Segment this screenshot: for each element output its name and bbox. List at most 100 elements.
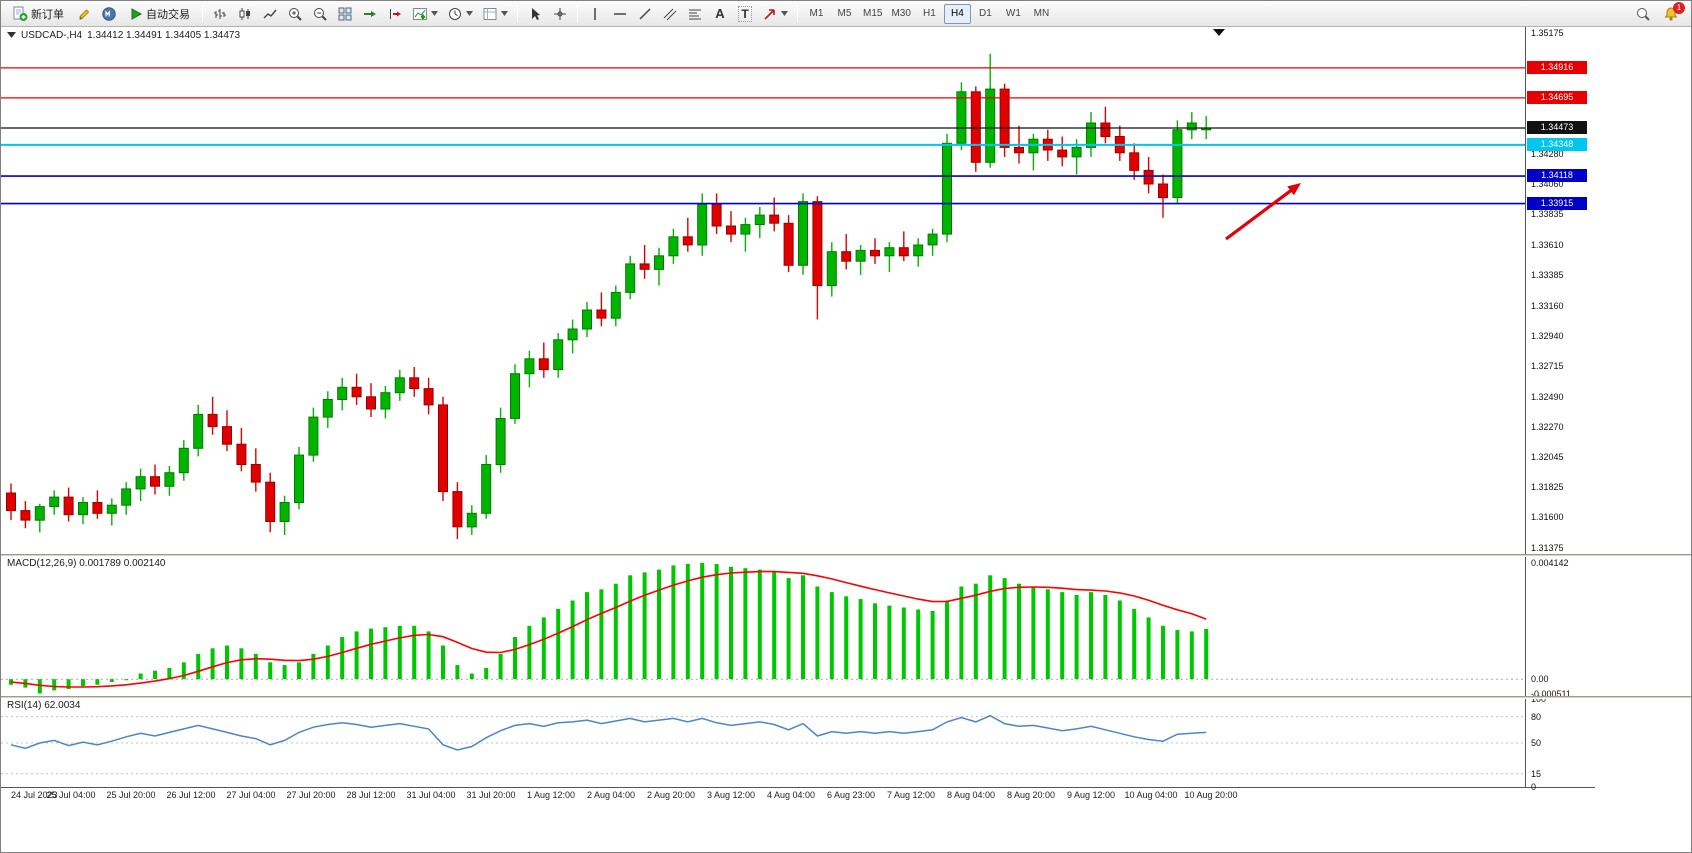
toolbar-separator xyxy=(797,5,798,22)
chart-shift-icon xyxy=(390,8,401,19)
vertical-line-button[interactable] xyxy=(583,3,607,25)
zoom-in-icon xyxy=(289,7,302,21)
time-axis-label: 8 Aug 04:00 xyxy=(946,790,996,800)
price-axis-label: 1.33610 xyxy=(1531,240,1564,250)
timeframe-h1-button[interactable]: H1 xyxy=(916,4,943,24)
horizontal-line-button[interactable] xyxy=(608,3,632,25)
dropdown-caret-icon xyxy=(781,11,788,16)
crosshair-icon xyxy=(554,7,566,20)
time-axis-label: 4 Aug 04:00 xyxy=(766,790,816,800)
trendline-button[interactable] xyxy=(633,3,657,25)
price-axis-label: 1.31375 xyxy=(1531,543,1564,553)
new-order-button[interactable]: 新订单 xyxy=(5,3,71,25)
ohlc-values: 1.34412 1.34491 1.34405 1.34473 xyxy=(87,30,241,41)
line-chart-icon xyxy=(263,9,277,18)
macd-panel-canvas[interactable] xyxy=(1,557,1525,696)
timeframe-h4-button[interactable]: H4 xyxy=(943,3,971,24)
rsi-panel-canvas[interactable] xyxy=(1,699,1525,787)
arrows-button[interactable] xyxy=(758,3,792,25)
time-axis-label: 9 Aug 12:00 xyxy=(1066,790,1116,800)
text-button[interactable]: A xyxy=(708,3,732,25)
bars-chart-button[interactable] xyxy=(208,3,232,25)
new-order-label: 新订单 xyxy=(31,8,64,21)
symbol-period-label: USDCAD-,H4 xyxy=(21,30,83,41)
macd-axis-label: 0.00 xyxy=(1531,674,1549,684)
price-axis-label: 1.32940 xyxy=(1531,331,1564,341)
mql5-community-button[interactable] xyxy=(97,3,121,25)
price-badge: 1.33915 xyxy=(1527,197,1587,210)
timeframe-mn-button[interactable]: MN xyxy=(1028,4,1055,24)
price-badge: 1.34118 xyxy=(1527,169,1587,182)
equidistant-channel-button[interactable] xyxy=(658,3,682,25)
auto-scroll-button[interactable] xyxy=(358,3,382,25)
fibonacci-icon xyxy=(689,9,701,19)
price-axis[interactable]: 1.35175 1.34280 1.34060 1.33835 1.33610 1.333… xyxy=(1527,27,1687,807)
timeframe-d1-button[interactable]: D1 xyxy=(972,4,999,24)
arrows-icon xyxy=(764,8,775,20)
time-axis-label: 1 Aug 12:00 xyxy=(526,790,576,800)
price-axis-label: 1.32270 xyxy=(1531,422,1564,432)
rsi-axis-label: 50 xyxy=(1531,738,1542,748)
timeframe-m5-button[interactable]: M5 xyxy=(831,4,858,24)
price-axis-label: 1.32045 xyxy=(1531,452,1564,462)
time-axis-label: 2 Aug 04:00 xyxy=(586,790,636,800)
indicators-icon xyxy=(413,7,427,20)
price-axis-label: 1.31825 xyxy=(1531,482,1564,492)
time-axis-label: 10 Aug 04:00 xyxy=(1124,790,1178,800)
fibonacci-button[interactable] xyxy=(683,3,707,25)
panel-divider[interactable] xyxy=(1,554,1691,557)
search-button[interactable] xyxy=(1631,3,1655,25)
crosshair-button[interactable] xyxy=(548,3,572,25)
notifications-button[interactable]: 1 xyxy=(1659,1,1685,25)
bars-chart-icon xyxy=(214,8,226,19)
time-axis-label: 10 Aug 20:00 xyxy=(1184,790,1238,800)
time-axis-label: 7 Aug 12:00 xyxy=(886,790,936,800)
indicators-button[interactable] xyxy=(408,3,442,25)
notification-badge: 1 xyxy=(1673,1,1685,14)
rsi-axis-label: 100 xyxy=(1531,694,1547,704)
timeframe-m1-button[interactable]: M1 xyxy=(803,4,830,24)
cursor-button[interactable] xyxy=(523,3,547,25)
timeframe-m30-button[interactable]: M30 xyxy=(887,4,914,24)
time-axis-label: 31 Jul 20:00 xyxy=(466,790,516,800)
time-axis[interactable]: 24 Jul 2023 25 Jul 04:00 25 Jul 20:00 26 Ju… xyxy=(1,790,1595,806)
toolbar-separator xyxy=(202,5,203,22)
rsi-axis-label: 80 xyxy=(1531,712,1542,722)
rsi-axis-label: 15 xyxy=(1531,769,1542,779)
time-axis-label: 3 Aug 12:00 xyxy=(706,790,756,800)
autotrading-button[interactable]: 自动交易 xyxy=(122,3,197,25)
price-axis-label: 1.34280 xyxy=(1531,149,1564,159)
periods-button[interactable] xyxy=(443,3,477,25)
price-badge: 1.34348 xyxy=(1527,138,1587,151)
toolbar-separator xyxy=(577,5,578,22)
line-chart-button[interactable] xyxy=(258,3,282,25)
candlestick-chart-icon xyxy=(239,7,250,20)
chart-shift-button[interactable] xyxy=(383,3,407,25)
zoom-out-icon xyxy=(314,7,327,21)
price-chart-canvas[interactable] xyxy=(1,27,1525,554)
rsi-label: RSI(14) 62.0034 xyxy=(7,700,81,711)
mql5-community-icon xyxy=(102,6,116,21)
zoom-out-button[interactable] xyxy=(308,3,332,25)
cursor-icon xyxy=(532,7,540,20)
trendline-icon xyxy=(639,7,651,20)
toolbar-separator xyxy=(517,5,518,22)
timeframe-m15-button[interactable]: M15 xyxy=(859,4,886,24)
timeframe-toolbar: M1 M5 M15 M30 H1 H4 D1 W1 MN xyxy=(803,3,1055,24)
zoom-in-button[interactable] xyxy=(283,3,307,25)
one-click-trading-toggle-icon[interactable] xyxy=(7,32,16,39)
timeframe-w1-button[interactable]: W1 xyxy=(1000,4,1027,24)
time-axis-label: 27 Jul 20:00 xyxy=(286,790,336,800)
candlestick-chart-button[interactable] xyxy=(233,3,257,25)
price-badge: 1.34473 xyxy=(1527,121,1587,134)
panel-divider[interactable] xyxy=(1,696,1691,699)
text-label-button[interactable]: T xyxy=(733,3,757,25)
time-axis-label: 2 Aug 20:00 xyxy=(646,790,696,800)
tile-windows-button[interactable] xyxy=(333,3,357,25)
time-axis-label: 6 Aug 23:00 xyxy=(826,790,876,800)
dropdown-caret-icon xyxy=(466,11,473,16)
templates-button[interactable] xyxy=(478,3,512,25)
metaeditor-button[interactable] xyxy=(72,3,96,25)
price-axis-label: 1.33160 xyxy=(1531,301,1564,311)
